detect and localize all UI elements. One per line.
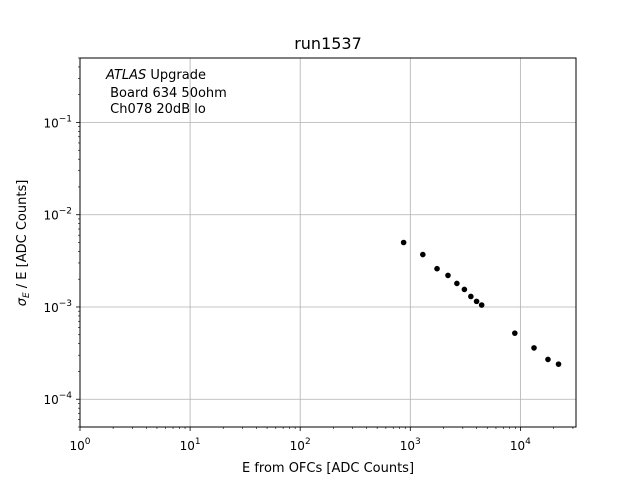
- annotation-box: ATLAS Upgrade Board 634 50ohm Ch078 20dB…: [105, 68, 227, 117]
- data-point: [461, 286, 468, 293]
- data-point: [531, 345, 537, 351]
- data-point: [478, 302, 485, 308]
- data-points: [400, 239, 562, 367]
- data-point: [473, 298, 480, 305]
- data-point: [400, 239, 407, 246]
- x-tick-label: 104: [510, 437, 531, 453]
- data-point: [468, 293, 474, 300]
- axis-ticks: 100 101 102 103 104 10−4 10−3 10−2 10−1: [43, 57, 574, 453]
- data-point: [420, 251, 426, 258]
- data-point: [434, 265, 440, 272]
- annotation-line-1: ATLAS Upgrade: [105, 68, 206, 83]
- y-axis-label: σE / E [ADC Counts]: [15, 180, 32, 307]
- x-axis-label: E from OFCs [ADC Counts]: [242, 461, 414, 476]
- y-tick-label: 10−2: [43, 207, 72, 223]
- data-point: [555, 361, 562, 367]
- x-tick-label: 101: [180, 437, 201, 453]
- chart-title: run1537: [294, 34, 362, 53]
- data-point: [512, 330, 518, 336]
- annotation-line-3: Ch078 20dB lo: [106, 102, 206, 117]
- y-tick-label: 10−1: [43, 114, 72, 130]
- data-point: [445, 272, 451, 279]
- y-tick-label: 10−3: [43, 299, 72, 315]
- grid-lines: [79, 58, 576, 427]
- x-tick-label: 103: [400, 437, 421, 453]
- data-point: [454, 280, 460, 287]
- data-point: [545, 356, 551, 363]
- y-tick-label: 10−4: [43, 391, 72, 407]
- annotation-line-2: Board 634 50ohm: [106, 86, 227, 101]
- x-tick-label: 100: [69, 437, 90, 453]
- x-tick-label: 102: [290, 437, 311, 453]
